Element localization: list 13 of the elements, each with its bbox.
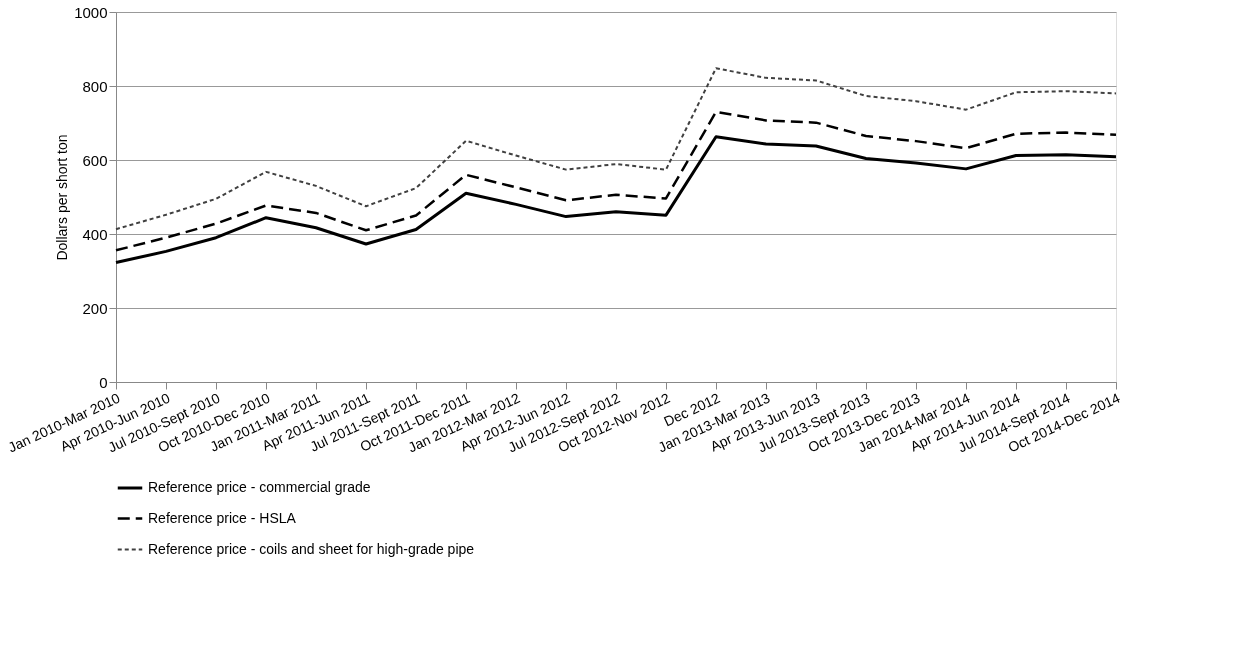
y-axis-title: Dollars per short ton xyxy=(54,134,71,261)
line-series xyxy=(114,135,1118,264)
legend-label: Reference price - HSLA xyxy=(148,509,297,526)
y-tick-label: 200 xyxy=(82,299,108,317)
line-series xyxy=(115,67,1117,231)
y-tick-label: 0 xyxy=(99,373,108,391)
legend-label: Reference price - coils and sheet for high-grade pipe xyxy=(148,540,475,557)
y-tick-label: 1000 xyxy=(74,3,108,21)
y-tick-label: 400 xyxy=(82,225,108,243)
legend-label: Reference price - commercial grade xyxy=(148,479,371,495)
y-tick-label: 800 xyxy=(82,77,108,95)
line-series xyxy=(114,110,1118,252)
y-tick-label: 600 xyxy=(82,151,108,169)
